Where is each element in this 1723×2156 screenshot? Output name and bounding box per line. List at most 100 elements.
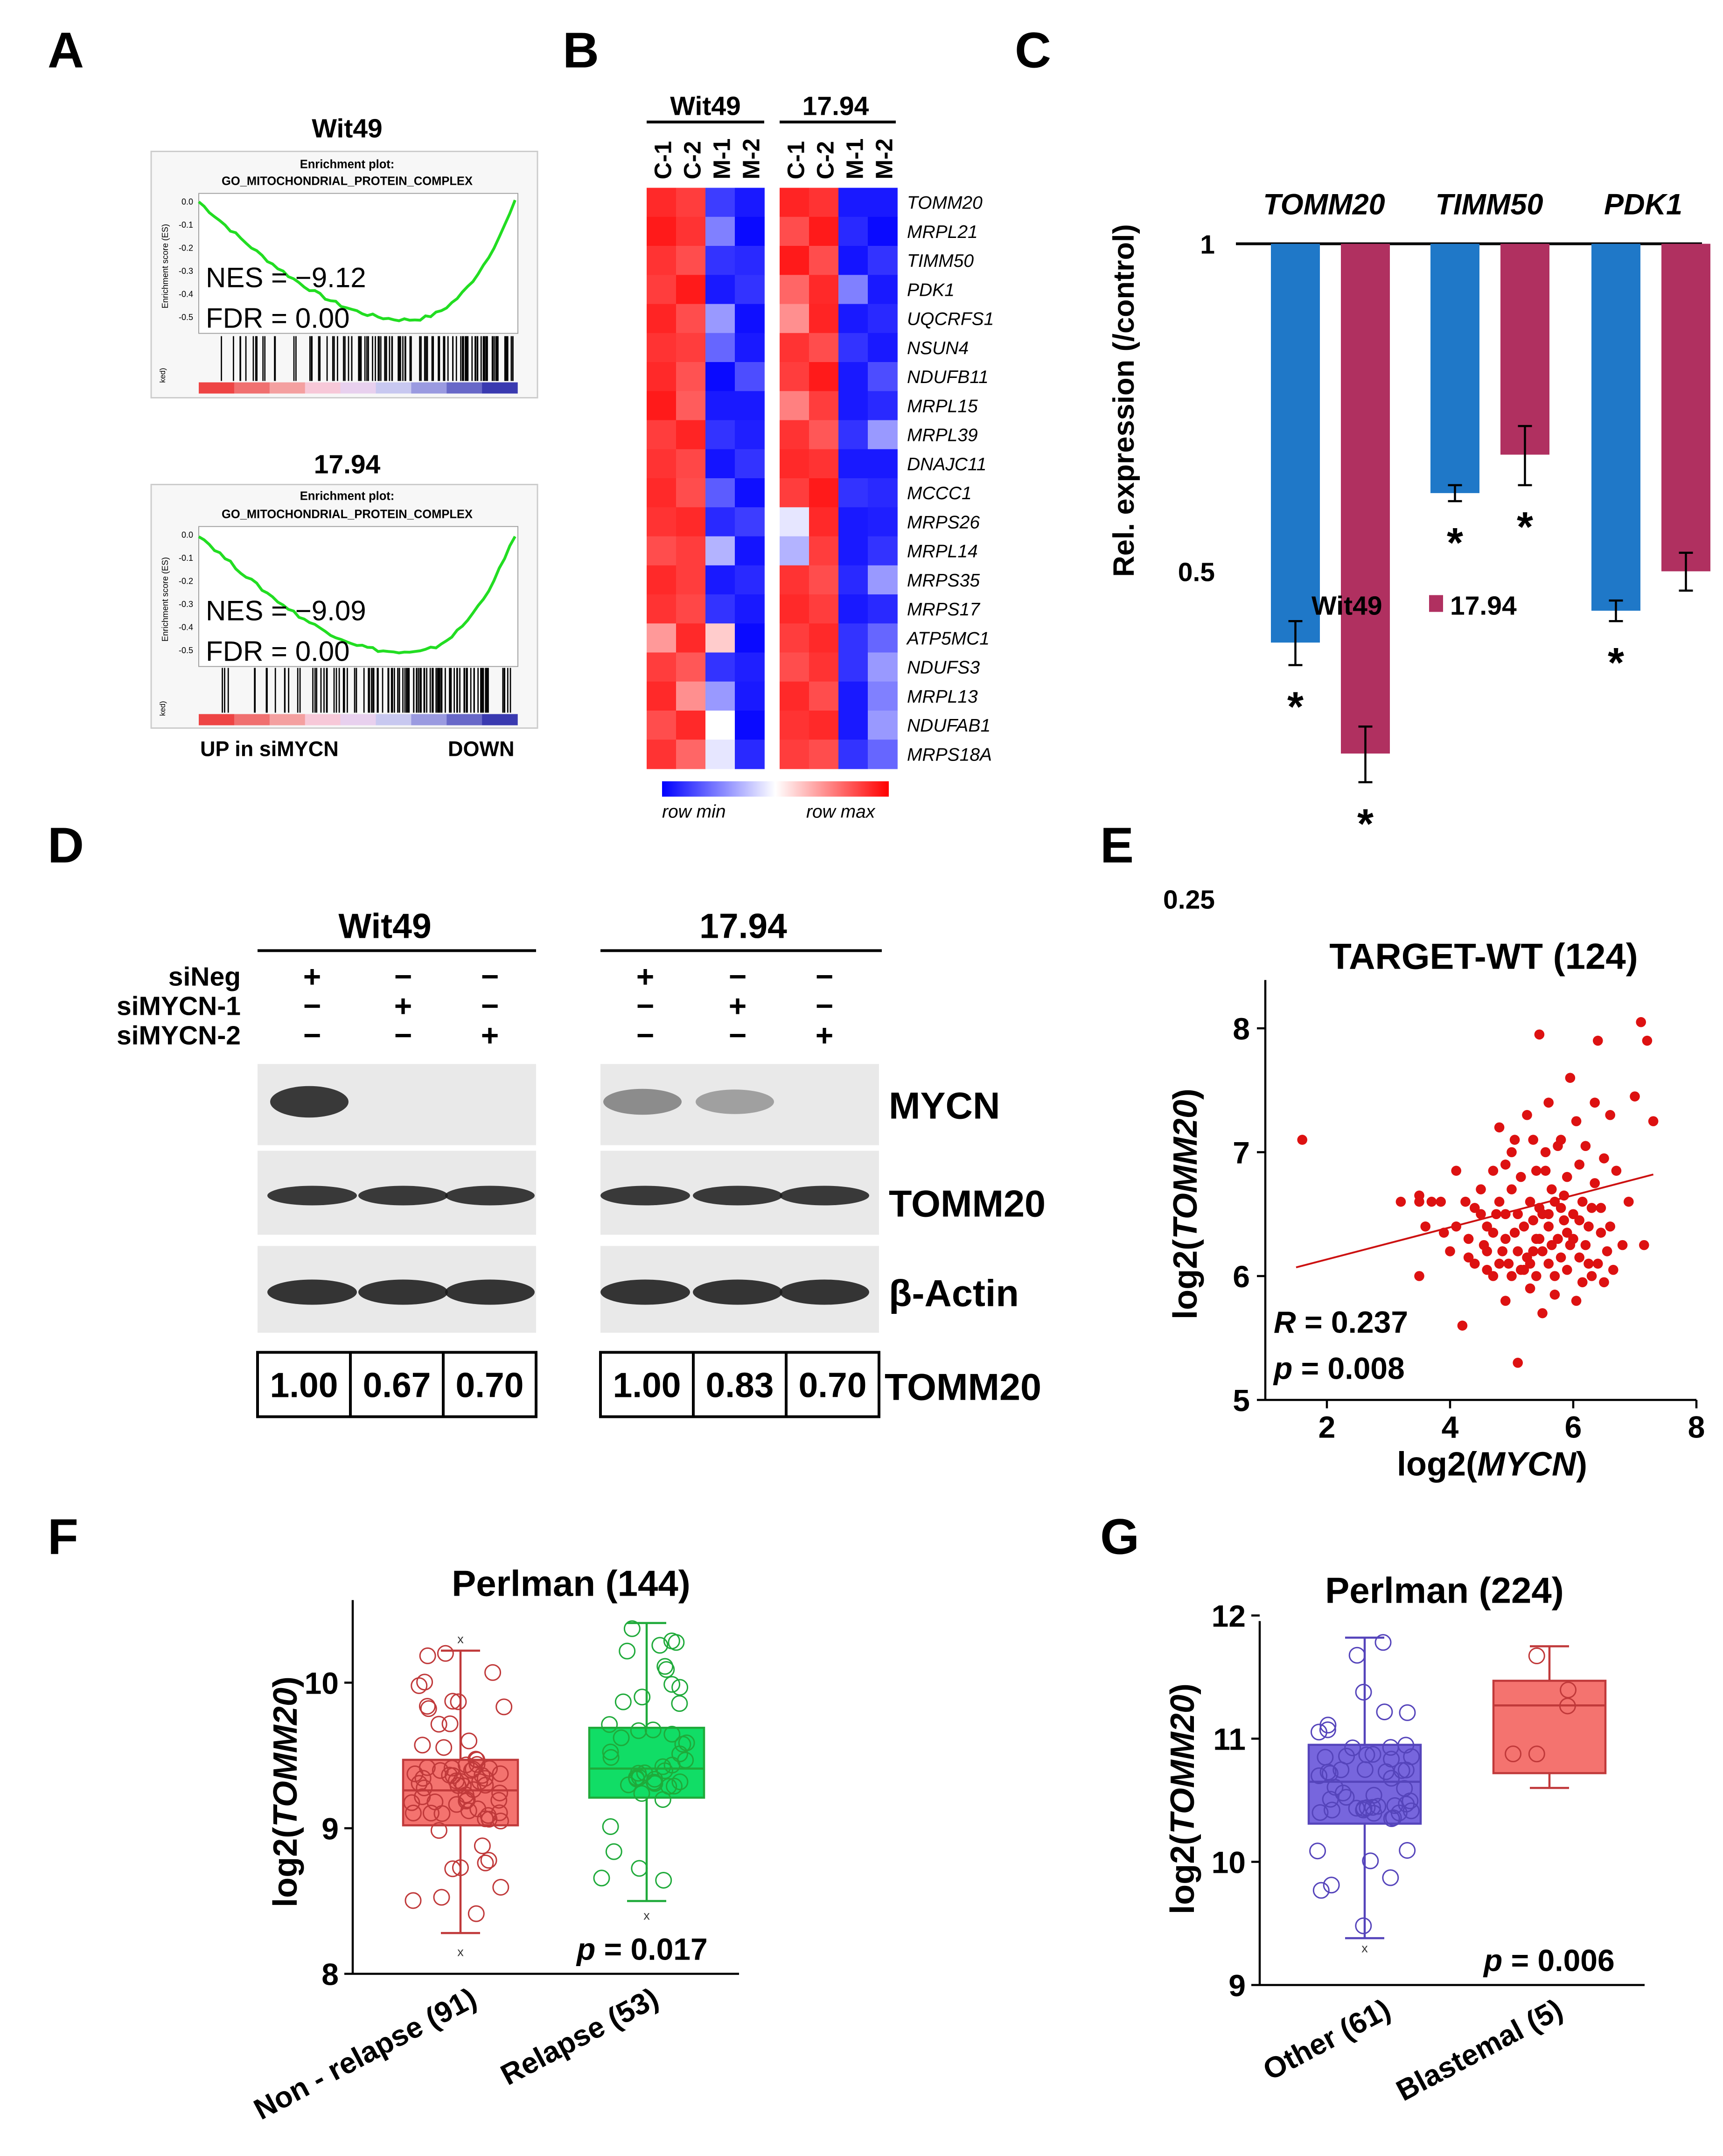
- heatmap-cell: [676, 652, 706, 682]
- scatter-point: [1488, 1271, 1499, 1281]
- heatmap-column-labels: C-1 C-2 M-1 M-2 C-1 C-2 M-1 M-2: [650, 139, 898, 180]
- scatter-point: [1500, 1234, 1511, 1244]
- panel-f: F Perlman (144) 8 9 10 x x x p = 0.017 log2(…: [48, 1508, 739, 2126]
- blot-label-mycn: MYCN: [889, 1085, 1000, 1127]
- scatter-point: [1559, 1190, 1569, 1201]
- scatter-point: [1488, 1228, 1499, 1238]
- outlier-mark: x: [643, 1909, 650, 1923]
- heatmap-cell: [780, 216, 809, 246]
- heatmap-cell: [705, 565, 735, 595]
- data-point: [468, 1751, 486, 1769]
- scatter-point: [1596, 1203, 1606, 1213]
- outlier-mark: x: [1361, 1941, 1368, 1955]
- scatter-point: [1568, 1209, 1578, 1220]
- scatter-point: [1540, 1165, 1551, 1176]
- scatter-point: [1605, 1221, 1615, 1232]
- data-point: [430, 1716, 447, 1733]
- heatmap-cell: [838, 740, 868, 769]
- heatmap-cell: [780, 711, 809, 740]
- data-point: [663, 1676, 681, 1693]
- heatmap-cell: [868, 449, 898, 479]
- data-point: [663, 1757, 681, 1774]
- rank-segment: [199, 714, 235, 726]
- scatter-point: [1583, 1221, 1594, 1232]
- data-point: [631, 1860, 648, 1877]
- scatter-point: [1574, 1215, 1584, 1226]
- column-label: C-1: [783, 141, 809, 179]
- scatter-point: [1636, 1017, 1646, 1027]
- legend-label-1794: 17.94: [1450, 591, 1517, 621]
- scatter-point: [1549, 1196, 1560, 1207]
- heatmap-cell: [735, 594, 765, 624]
- data-point: [419, 1647, 436, 1664]
- data-point: [405, 1804, 422, 1821]
- gene-label: NDUFS3: [907, 658, 980, 678]
- scatter-point: [1460, 1196, 1471, 1207]
- data-point: [1402, 1792, 1419, 1809]
- blot-band-mycn: [603, 1088, 682, 1115]
- treatment-sign: +: [636, 959, 655, 994]
- heatmap-cell: [809, 275, 839, 305]
- panel-b-letter: B: [563, 22, 599, 78]
- legend-label-wit49: Wit49: [1311, 591, 1382, 621]
- data-point: [1374, 1634, 1392, 1651]
- heatmap-cell: [735, 420, 765, 450]
- scatter-point: [1639, 1240, 1649, 1250]
- western-blots: [258, 1064, 879, 1333]
- gene-label: TOMM20: [1263, 188, 1385, 221]
- scatter-point: [1574, 1252, 1584, 1263]
- treatment-sign: −: [394, 1018, 412, 1053]
- heatmap-cell: [868, 304, 898, 334]
- heatmap-cell: [780, 507, 809, 537]
- data-point: [602, 1818, 619, 1835]
- data-point: [671, 1695, 688, 1712]
- data-point: [414, 1770, 432, 1787]
- treatment-sign: +: [816, 1018, 834, 1053]
- panel-a: A Wit49 Enrichment plot: GO_MITOCHONDRIA…: [48, 22, 538, 761]
- enrichment-curve: [198, 535, 516, 655]
- heatmap-cell: [647, 711, 677, 740]
- column-label: M-1: [842, 139, 868, 180]
- data-point: [490, 1792, 508, 1809]
- heatmap-cell: [838, 420, 868, 450]
- scatter-point: [1590, 1178, 1600, 1188]
- rank-segment: [482, 714, 518, 726]
- p-value: = 0.008: [1292, 1351, 1404, 1386]
- heatmap-cell: [705, 188, 735, 217]
- scatter-point: [1525, 1196, 1535, 1207]
- scatter-point: [1608, 1264, 1618, 1275]
- data-point: [452, 1859, 469, 1877]
- treatment-label-simycn-2: siMYCN-2: [117, 1021, 241, 1051]
- es-tick-label: -0.4: [179, 290, 193, 299]
- enrichment-curve: [198, 199, 516, 322]
- data-point: [406, 1765, 424, 1782]
- r-symbol: R: [1274, 1305, 1296, 1340]
- heatmap-cell: [735, 478, 765, 508]
- blot-membrane: [600, 1064, 879, 1145]
- scatter-point: [1571, 1296, 1582, 1306]
- heatmap-cell: [676, 449, 706, 479]
- scatter-point: [1556, 1252, 1566, 1263]
- data-point: [426, 1793, 444, 1810]
- nes-label: NES = −9.12: [206, 262, 366, 293]
- scatter-point: [1571, 1116, 1582, 1126]
- gene-label: TIMM50: [907, 251, 974, 271]
- heatmap-cell: [647, 391, 677, 421]
- heatmap-cell: [809, 507, 839, 537]
- x-tick-label: 2: [1318, 1410, 1336, 1444]
- heatmap-cell: [868, 711, 898, 740]
- heatmap-cell: [676, 420, 706, 450]
- scatter-point: [1537, 1246, 1548, 1256]
- bar: [1661, 244, 1710, 572]
- scatter-point: [1630, 1091, 1640, 1102]
- heatmap-cell: [809, 420, 839, 450]
- data-point: [1560, 1682, 1577, 1699]
- heatmap-cell: [647, 594, 677, 624]
- label-gene: TOMM20: [1164, 1695, 1201, 1834]
- scatter-point: [1479, 1240, 1489, 1250]
- axis-ticks: 8 9 10: [305, 1666, 353, 1992]
- rank-segment: [446, 382, 482, 394]
- scatter-point: [1414, 1196, 1424, 1207]
- heatmap-cell: [676, 507, 706, 537]
- scatter-point: [1395, 1196, 1406, 1207]
